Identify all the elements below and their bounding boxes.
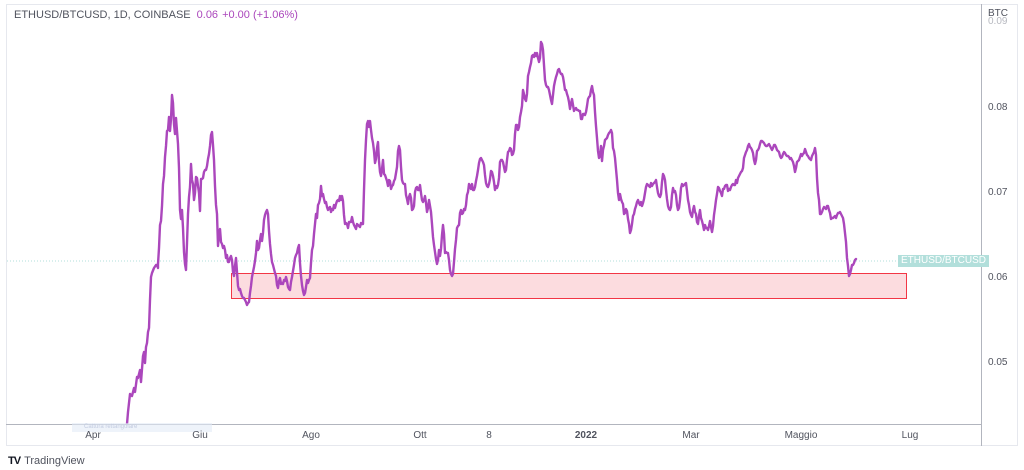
x-tick-2022: 2022: [574, 430, 598, 441]
legend-change: +0.00 (+1.06%): [222, 9, 298, 21]
footer-branding[interactable]: TV TradingView: [8, 455, 85, 467]
price-axis-unit: BTC: [988, 8, 1008, 19]
price-series-line[interactable]: [125, 40, 858, 426]
y-tick-0.05: 0.05: [988, 357, 1008, 368]
x-tick-giu: Giu: [192, 430, 208, 441]
y-tick-0.06: 0.06: [988, 272, 1008, 283]
series-price-label: ETHUSD/BTCUSD: [898, 255, 990, 267]
chart-frame: [6, 4, 1018, 446]
tradingview-brand: TradingView: [24, 455, 85, 467]
support-zone-rectangle[interactable]: [231, 273, 907, 299]
y-tick-0.08: 0.08: [988, 102, 1008, 113]
y-tick-0.09: 0.09: [988, 16, 1008, 27]
y-tick-0.07: 0.07: [988, 187, 1008, 198]
x-tick-8: 8: [486, 430, 492, 441]
capture-hint: Cattura rettangolare: [72, 423, 212, 432]
x-tick-maggio: Maggio: [784, 430, 818, 441]
legend-last-value: 0.06: [196, 9, 219, 21]
x-tick-apr: Apr: [85, 430, 101, 441]
chart-legend: ETHUSD/BTCUSD, 1D, COINBASE 0.06 +0.00 (+1…: [14, 9, 298, 21]
time-axis[interactable]: [6, 424, 981, 446]
legend-symbol: ETHUSD/BTCUSD, 1D, COINBASE: [14, 9, 191, 21]
plot-area[interactable]: [6, 4, 981, 424]
x-tick-ott: Ott: [413, 430, 427, 441]
x-tick-ago: Ago: [302, 430, 320, 441]
x-tick-mar: Mar: [682, 430, 700, 441]
price-axis[interactable]: [981, 4, 1018, 446]
tradingview-logo-icon: TV: [8, 455, 21, 467]
x-tick-lug: Lug: [901, 430, 919, 441]
